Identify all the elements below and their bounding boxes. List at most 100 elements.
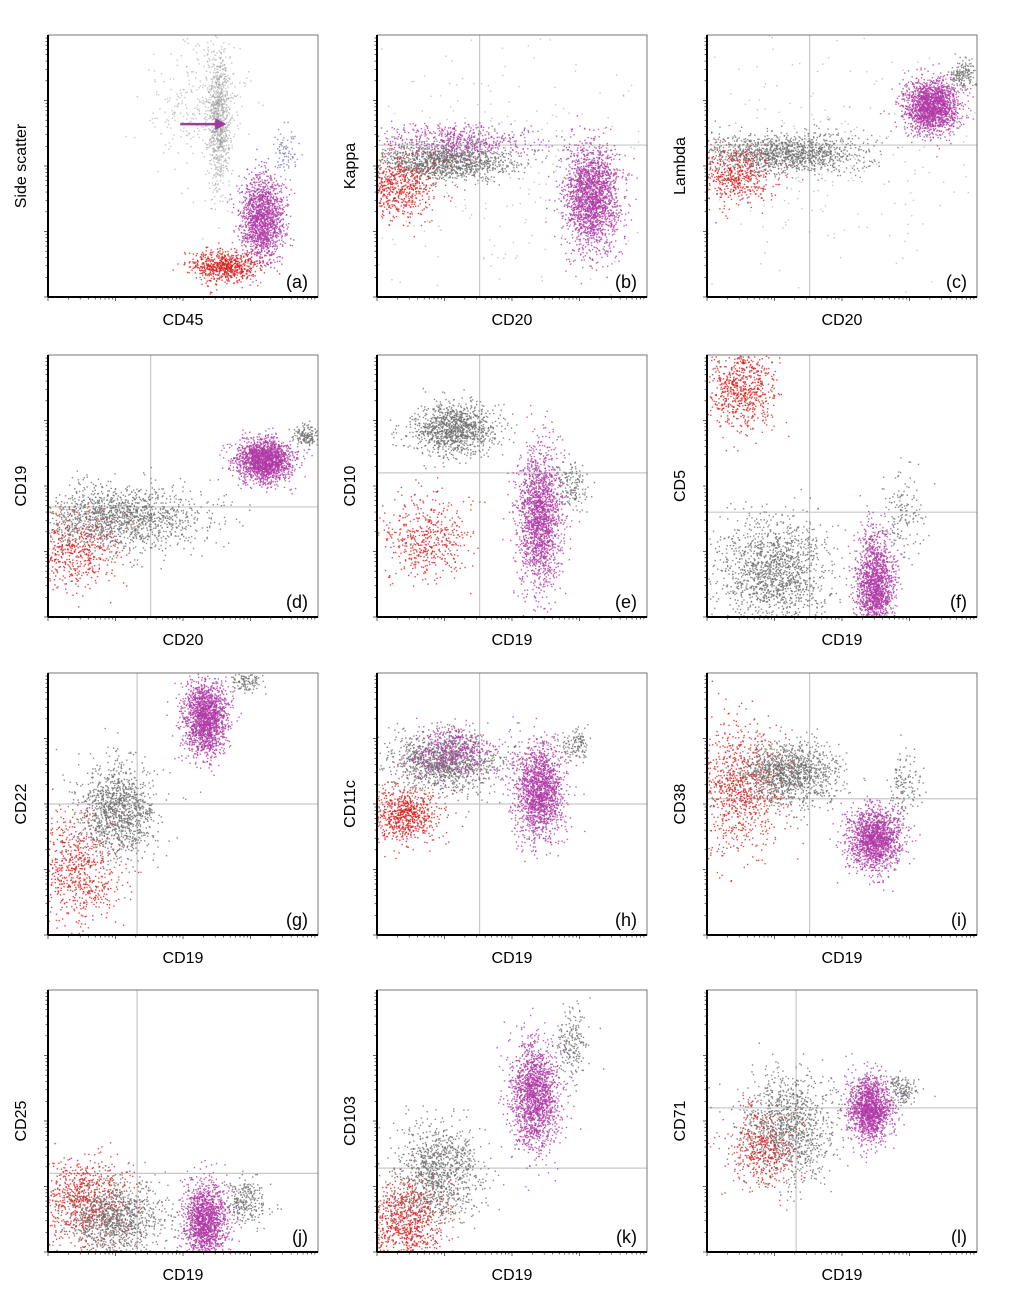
event-dot [450, 170, 453, 172]
event-dot [416, 168, 418, 170]
event-dot [260, 244, 262, 247]
event-dot [228, 152, 230, 154]
event-dot [473, 151, 475, 154]
event-dot [196, 109, 199, 111]
event-dot [476, 158, 478, 160]
event-dot [269, 202, 271, 204]
event-dot [261, 218, 263, 220]
event-dot [249, 182, 252, 184]
event-dot [280, 198, 282, 200]
event-dot [450, 151, 452, 153]
event-dot [485, 162, 487, 164]
event-dot [479, 160, 482, 162]
event-dot [230, 141, 232, 143]
event-dot [488, 166, 491, 169]
event-dot [233, 47, 235, 49]
event-dot [208, 273, 210, 275]
event-dot [221, 166, 223, 169]
event-dot [451, 168, 454, 170]
event-dot [192, 253, 194, 255]
event-dot [459, 143, 462, 145]
event-dot [469, 151, 471, 153]
event-dot [248, 222, 251, 224]
event-dot [438, 160, 440, 162]
event-dot [256, 265, 258, 267]
event-dot [251, 171, 253, 173]
event-dot [434, 165, 436, 167]
event-dot [212, 267, 214, 270]
event-dot [238, 229, 240, 231]
event-dot [243, 213, 245, 215]
event-dot [207, 246, 209, 248]
event-dot [274, 213, 276, 215]
event-dot [228, 144, 230, 146]
event-dot [289, 244, 291, 246]
event-dot [454, 184, 456, 187]
event-dot [465, 126, 467, 128]
event-dot [200, 278, 203, 281]
event-dot [457, 155, 459, 157]
event-dot [259, 180, 262, 183]
event-dot [213, 157, 215, 159]
event-dot [447, 155, 449, 157]
event-dot [463, 138, 465, 140]
event-dot [217, 274, 220, 276]
event-dot [186, 134, 189, 136]
event-dot [216, 95, 218, 97]
event-dot [203, 101, 205, 103]
event-dot [241, 105, 243, 108]
event-dot [222, 126, 225, 128]
event-dot [277, 148, 279, 150]
event-dot [276, 192, 279, 195]
event-dot [250, 235, 252, 237]
event-dot [240, 281, 242, 283]
event-dot [216, 173, 219, 176]
event-dot [266, 245, 268, 247]
event-dot [426, 171, 428, 173]
event-dot [457, 156, 460, 158]
event-dot [224, 95, 226, 97]
event-dot [441, 157, 443, 159]
event-dot [217, 145, 220, 148]
event-dot [262, 202, 264, 204]
event-dot [426, 146, 429, 149]
event-dot [207, 41, 209, 44]
event-dot [195, 77, 197, 79]
event-dot [208, 182, 210, 184]
event-dot [251, 214, 253, 217]
event-dot [419, 148, 421, 150]
event-dot [215, 140, 217, 142]
event-dot [227, 77, 230, 79]
event-dot [217, 150, 220, 152]
event-dot [464, 139, 466, 141]
event-dot [411, 162, 413, 164]
event-dot [256, 214, 258, 217]
event-dot [399, 165, 401, 167]
event-dot [199, 85, 202, 87]
event-dot [222, 144, 224, 147]
event-dot [439, 123, 441, 125]
event-dot [219, 91, 222, 94]
event-dot [277, 203, 280, 205]
event-dot [218, 242, 220, 244]
event-dot [501, 168, 503, 170]
event-dot [217, 169, 219, 172]
event-dot [260, 198, 262, 200]
event-dot [257, 217, 259, 220]
event-dot [261, 192, 263, 194]
event-dot [434, 146, 436, 148]
event-dot [478, 130, 480, 132]
event-dot [244, 208, 246, 211]
event-dot [225, 118, 227, 120]
event-dot [261, 179, 263, 181]
event-dot [472, 168, 474, 170]
event-dot [218, 110, 220, 112]
event-dot [389, 171, 391, 173]
event-dot [499, 160, 502, 162]
event-dot [216, 254, 218, 257]
event-dot [403, 171, 405, 173]
event-dot [246, 188, 249, 191]
event-dot [464, 168, 466, 170]
event-dot [268, 250, 270, 252]
event-dot [248, 217, 250, 219]
